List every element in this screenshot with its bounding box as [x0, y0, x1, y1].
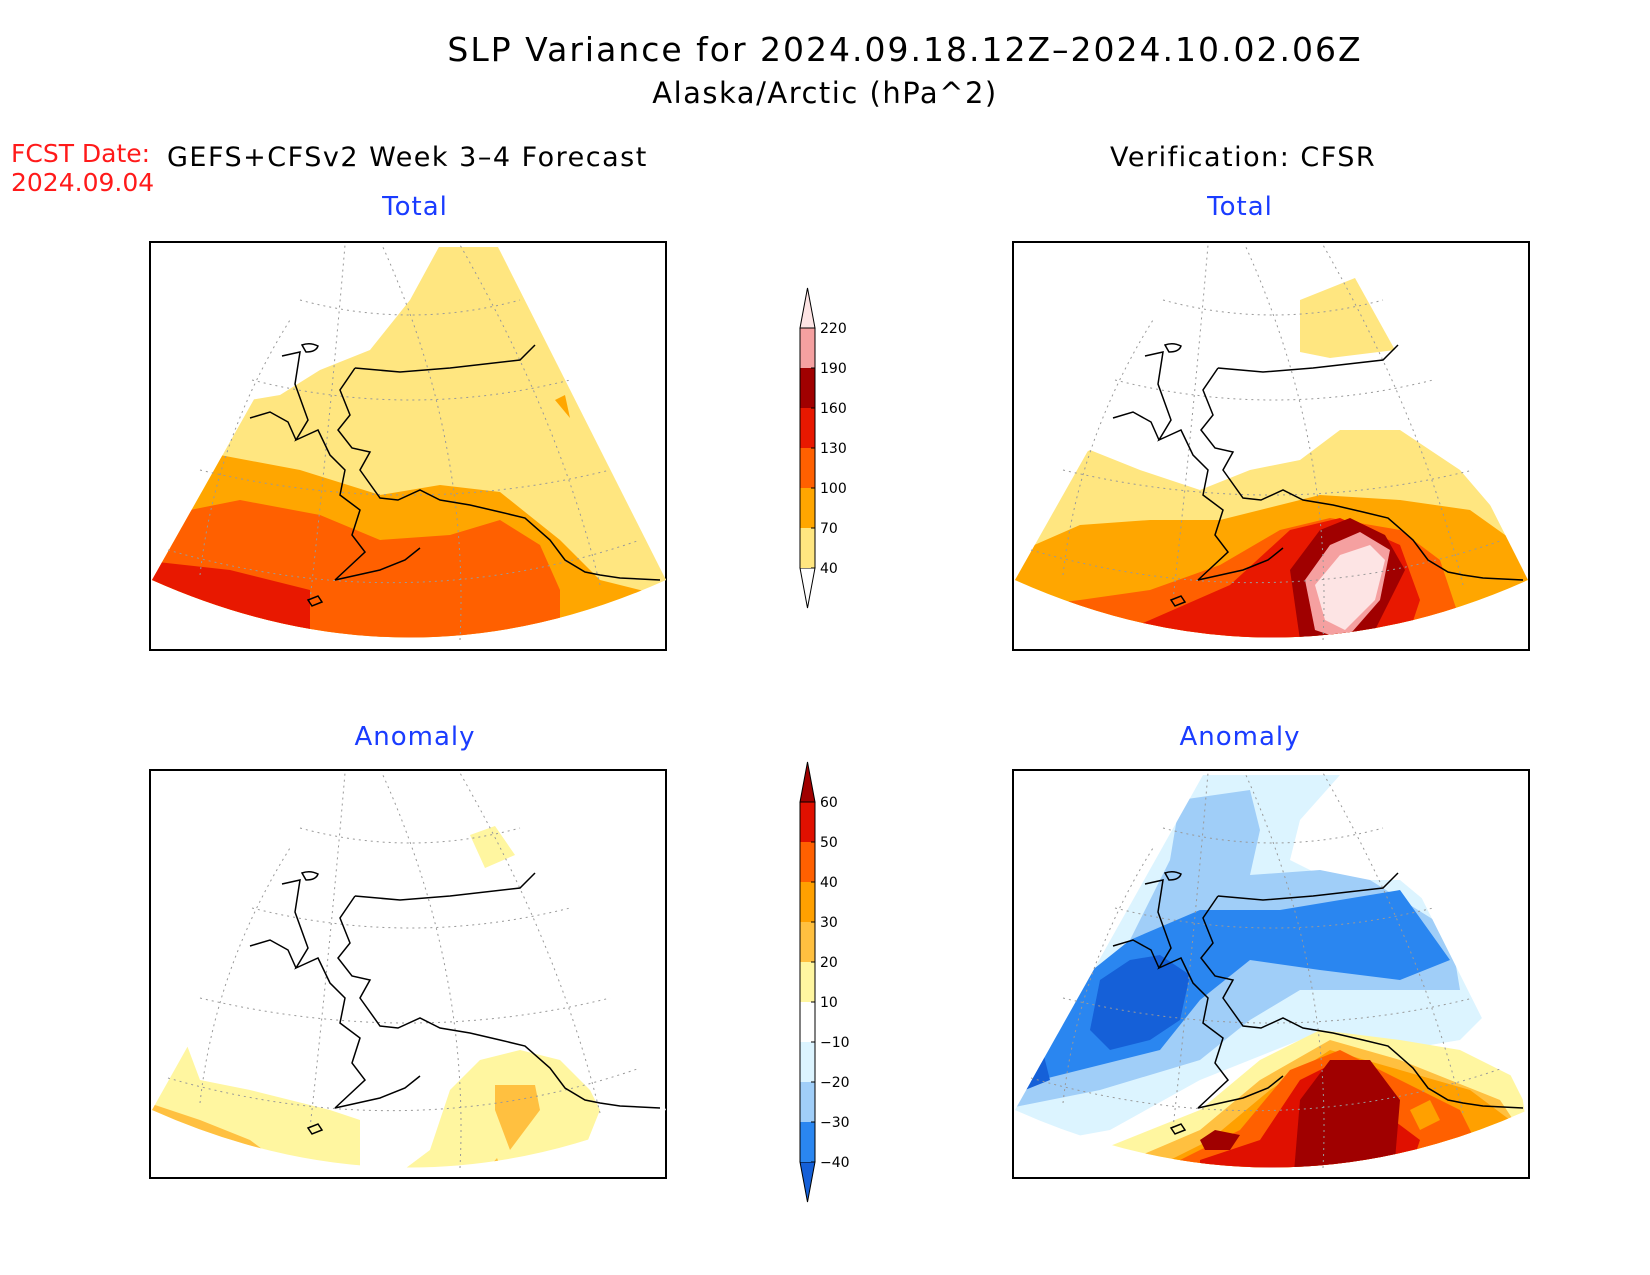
fcst-total-band-100	[152, 500, 560, 638]
fcst-anom-west-10	[152, 1040, 360, 1168]
fcst-anom-gulf-20	[495, 1085, 540, 1150]
colorbar-total-swatch	[800, 368, 815, 408]
colorbar-total-tick-label: 160	[820, 401, 847, 417]
colorbar-anomaly-tick-label: −10	[820, 1035, 850, 1051]
forecast-date: 2024.09.04	[11, 168, 155, 197]
forecast-total-map	[149, 241, 667, 651]
colorbar-anomaly-swatch	[800, 842, 815, 882]
colorbar-total-swatch	[800, 488, 815, 528]
forecast-anomaly-map	[149, 769, 667, 1179]
panel-title-verification-total: Total	[1207, 192, 1273, 222]
colorbar-anomaly-tick-label: −20	[820, 1075, 850, 1091]
figure-subtitle: Alaska/Arctic (hPa^2)	[652, 76, 998, 110]
colorbar-anomaly-tick-label: −30	[820, 1115, 850, 1131]
verification-header: Verification: CFSR	[1110, 142, 1377, 173]
colorbar-total: 40 70 100 130 160 190 220	[799, 287, 847, 609]
colorbar-anomaly-tick-label: 20	[820, 955, 838, 971]
verif-anom-band-60	[1290, 1060, 1400, 1168]
colorbar-anomaly-tick-label: 40	[820, 875, 838, 891]
colorbar-anomaly-swatch	[800, 802, 815, 842]
colorbar-total-tick-label: 70	[820, 521, 838, 537]
fcst-anom-arctic-10	[470, 826, 515, 868]
colorbar-anomaly-swatch	[800, 1042, 815, 1082]
panel-title-verification-anomaly: Anomaly	[1179, 722, 1301, 752]
colorbar-anomaly-swatch	[800, 922, 815, 962]
figure-title: SLP Variance for 2024.09.18.12Z–2024.10.…	[447, 30, 1363, 69]
colorbar-anomaly-tick-label: 10	[820, 995, 838, 1011]
colorbar-anomaly-swatch	[800, 962, 815, 1002]
colorbar-total-tick-label: 220	[820, 321, 847, 337]
colorbar-total-tick-label: 130	[820, 441, 847, 457]
colorbar-total-tick-label: 190	[820, 361, 847, 377]
panel-title-forecast-total: Total	[382, 192, 448, 222]
colorbar-total-min-arrow	[799, 567, 816, 609]
colorbar-anomaly-swatch	[800, 1082, 815, 1122]
colorbar-anomaly-swatch	[800, 882, 815, 922]
verif-total-band-220	[1315, 545, 1385, 630]
colorbar-anomaly: −40 −30 −20 −10 10 20 30 40 50 60	[799, 761, 850, 1203]
fcst-anom-gulf-10	[390, 1050, 600, 1168]
colorbar-anomaly-min-arrow	[799, 1161, 816, 1203]
colorbar-anomaly-swatch	[800, 1122, 815, 1162]
colorbar-anomaly-max-arrow	[799, 761, 816, 803]
colorbar-anomaly-tick-label: 30	[820, 915, 838, 931]
colorbar-total-max-arrow	[799, 287, 816, 329]
verif-total-arctic-40	[1300, 278, 1395, 358]
colorbar-total-swatch	[800, 328, 815, 368]
colorbar-total-tick-label: 40	[820, 561, 838, 577]
colorbar-total-tick-label: 100	[820, 481, 847, 497]
colorbar-anomaly-swatch	[800, 1002, 815, 1042]
colorbar-total-swatch	[800, 448, 815, 488]
panel-title-forecast-anomaly: Anomaly	[354, 722, 476, 752]
forecast-date-label: FCST Date:	[11, 139, 151, 168]
colorbar-anomaly-tick-label: 60	[820, 795, 838, 811]
verif-anom-band-minus40	[1090, 955, 1190, 1050]
colorbar-total-swatch	[800, 528, 815, 568]
colorbar-total-swatch	[800, 408, 815, 448]
verification-total-map	[1012, 241, 1530, 651]
verification-anomaly-map	[1012, 769, 1530, 1179]
colorbar-anomaly-tick-label: 50	[820, 835, 838, 851]
colorbar-anomaly-tick-label: −40	[820, 1155, 850, 1171]
forecast-header: GEFS+CFSv2 Week 3–4 Forecast	[167, 142, 648, 173]
